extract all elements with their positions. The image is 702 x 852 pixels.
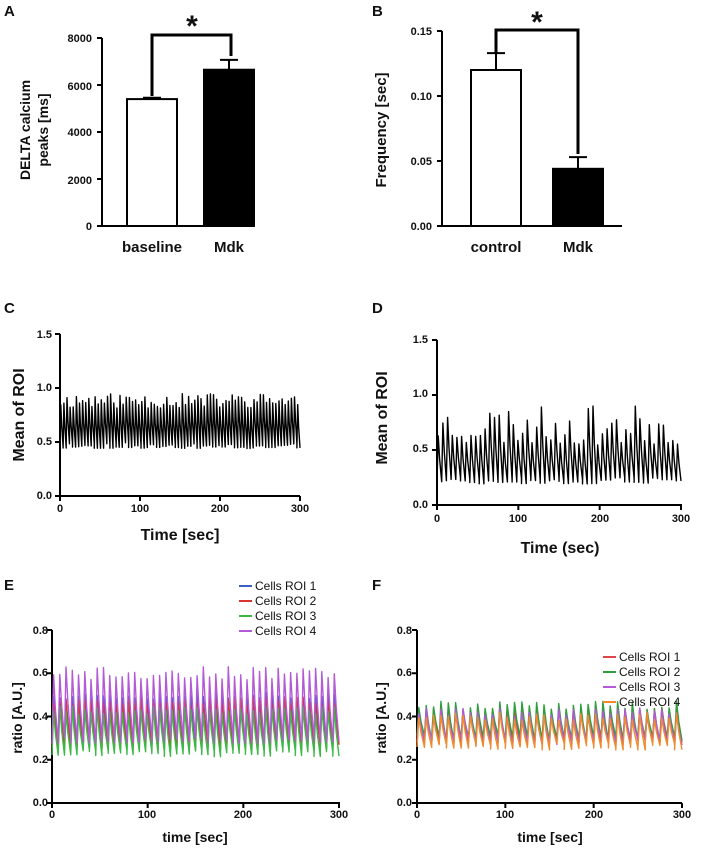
legend-label-e-1: Cells ROI 1 (255, 579, 317, 593)
ytick-a-0: 0 (86, 221, 92, 233)
legend-label-f-3: Cells ROI 3 (619, 680, 681, 694)
ytick-d-2: 1.0 (413, 388, 428, 400)
legend-f: Cells ROI 1 Cells ROI 2 Cells ROI 3 Cell… (603, 650, 681, 709)
bar-a-mdk (203, 68, 255, 227)
xtick-d-0: 0 (434, 513, 440, 525)
ytick-f-0: 0.0 (397, 797, 412, 809)
xtick-d-3: 300 (672, 513, 690, 525)
ytick-e-4: 0.8 (33, 625, 48, 637)
ytick-d-0: 0.0 (413, 499, 428, 511)
significance-bracket-b (494, 28, 580, 154)
xtick-e-2: 200 (234, 809, 252, 821)
bar-b-mdk (552, 167, 604, 228)
ytick-a-3: 6000 (68, 81, 92, 93)
xtick-e-0: 0 (49, 809, 55, 821)
panel-letter-c: C (4, 300, 15, 317)
panel-letter-a: A (4, 3, 15, 20)
xtick-d-1: 100 (509, 513, 527, 525)
xtick-f-2: 200 (585, 809, 603, 821)
category-label-a-mdk: Mdk (214, 239, 245, 256)
ytick-d-1: 0.5 (413, 443, 428, 455)
ytick-c-3: 1.5 (37, 329, 52, 341)
ytick-c-2: 1.0 (37, 382, 52, 394)
significance-star-b: * (531, 6, 543, 39)
series-line-e-4 (51, 666, 340, 745)
bar-a-baseline (126, 98, 178, 227)
ylabel-e: ratio [A.U.] (9, 682, 25, 754)
panel-b: B Frequency [sec] 0.00 0.05 0.10 0.15 * … (372, 3, 622, 256)
panel-e: E ratio [A.U.] 0.0 0.2 0.4 0.6 0.8 0 100… (4, 577, 348, 845)
legend-label-e-3: Cells ROI 3 (255, 609, 317, 623)
xlabel-e: time [sec] (162, 829, 227, 845)
ytick-f-3: 0.6 (397, 667, 412, 679)
series-line-d-1 (436, 405, 682, 485)
ytick-f-4: 0.8 (397, 625, 412, 637)
xlabel-d: Time (sec) (521, 540, 600, 557)
category-label-a-baseline: baseline (122, 239, 182, 256)
xtick-f-3: 300 (673, 809, 691, 821)
category-label-b-control: control (471, 239, 522, 256)
ylabel-a-line2: peaks [ms] (35, 93, 51, 166)
panel-letter-e: E (4, 577, 14, 594)
category-label-b-mdk: Mdk (563, 239, 594, 256)
panel-letter-d: D (372, 300, 383, 317)
panel-c: C Mean of ROI 0.0 0.5 1.0 1.5 0 100 200 … (4, 300, 309, 544)
ytick-a-2: 4000 (68, 127, 92, 139)
xtick-c-3: 300 (291, 503, 309, 515)
ylabel-f: ratio [A.U.] (373, 682, 389, 754)
panel-a: A DELTA calcium peaks [ms] 0 2000 4000 6… (4, 3, 255, 256)
ytick-c-1: 0.5 (37, 436, 52, 448)
ytick-b-2: 0.10 (411, 91, 432, 103)
xtick-f-0: 0 (414, 809, 420, 821)
xtick-c-0: 0 (57, 503, 63, 515)
ylabel-a-line1: DELTA calcium (17, 80, 33, 180)
ytick-f-2: 0.4 (397, 711, 413, 723)
ytick-e-3: 0.6 (33, 667, 48, 679)
ytick-e-2: 0.4 (33, 711, 49, 723)
ytick-e-0: 0.0 (33, 797, 48, 809)
ytick-b-3: 0.15 (411, 26, 432, 38)
legend-e: Cells ROI 1 Cells ROI 2 Cells ROI 3 Cell… (239, 579, 317, 638)
legend-label-f-4: Cells ROI 4 (619, 695, 681, 709)
xtick-e-3: 300 (330, 809, 348, 821)
ytick-f-1: 0.2 (397, 754, 412, 766)
significance-star-a: * (186, 10, 198, 43)
series-line-c-1 (59, 393, 301, 450)
significance-bracket-a (150, 33, 233, 96)
panel-letter-b: B (372, 3, 383, 20)
xtick-d-2: 200 (591, 513, 609, 525)
series-line-f-4 (416, 711, 683, 751)
xlabel-f: time [sec] (517, 829, 582, 845)
ytick-a-1: 2000 (68, 175, 92, 187)
ytick-c-0: 0.0 (37, 490, 52, 502)
ytick-b-1: 0.05 (411, 156, 432, 168)
panel-letter-f: F (372, 577, 381, 594)
ytick-b-0: 0.00 (411, 221, 432, 233)
ytick-a-4: 8000 (68, 33, 92, 45)
xtick-c-1: 100 (131, 503, 149, 515)
ylabel-b: Frequency [sec] (373, 72, 390, 187)
ytick-d-3: 1.5 (413, 334, 428, 346)
legend-label-e-2: Cells ROI 2 (255, 594, 317, 608)
legend-label-f-2: Cells ROI 2 (619, 665, 681, 679)
ylabel-d: Mean of ROI (374, 371, 391, 464)
ylabel-c: Mean of ROI (11, 368, 28, 461)
legend-label-f-1: Cells ROI 1 (619, 650, 681, 664)
panel-d: D Mean of ROI 0.0 0.5 1.0 1.5 0 100 200 … (372, 300, 690, 557)
xlabel-c: Time [sec] (141, 527, 220, 544)
ytick-e-1: 0.2 (33, 754, 48, 766)
bar-b-control (470, 69, 522, 227)
xtick-c-2: 200 (211, 503, 229, 515)
panel-f: F ratio [A.U.] 0.0 0.2 0.4 0.6 0.8 0 100… (372, 577, 691, 845)
xtick-e-1: 100 (138, 809, 156, 821)
xtick-f-1: 100 (496, 809, 514, 821)
legend-label-e-4: Cells ROI 4 (255, 624, 317, 638)
